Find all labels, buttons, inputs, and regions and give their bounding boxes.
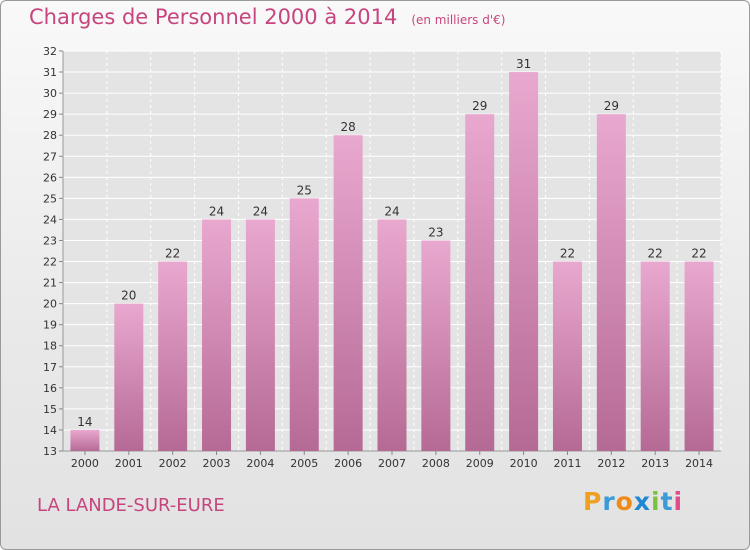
y-tick-label: 30 (43, 87, 57, 100)
bar-value-label: 24 (209, 204, 224, 218)
bar (596, 114, 626, 451)
bar (465, 114, 495, 451)
bar (421, 240, 451, 451)
x-tick-label: 2014 (685, 457, 713, 470)
bar (552, 261, 582, 451)
bar-value-label: 14 (77, 415, 92, 429)
y-tick-label: 31 (43, 66, 57, 79)
x-tick-label: 2000 (71, 457, 99, 470)
bar-value-label: 29 (604, 99, 619, 113)
x-tick-label: 2006 (334, 457, 362, 470)
y-tick-label: 14 (43, 424, 57, 437)
x-tick-label: 2003 (203, 457, 231, 470)
y-tick-label: 13 (43, 445, 57, 458)
x-tick-label: 2001 (115, 457, 143, 470)
bar (684, 261, 714, 451)
x-tick-label: 2007 (378, 457, 406, 470)
y-tick-label: 25 (43, 192, 57, 205)
y-tick-label: 17 (43, 361, 57, 374)
bar (202, 219, 232, 451)
y-tick-label: 27 (43, 150, 57, 163)
bar (158, 261, 188, 451)
x-tick-label: 2012 (597, 457, 625, 470)
bar-value-label: 24 (384, 204, 399, 218)
bar-value-label: 22 (560, 247, 575, 261)
y-tick-label: 29 (43, 108, 57, 121)
bar-value-label: 25 (297, 183, 312, 197)
bar-value-label: 22 (691, 247, 706, 261)
bar (333, 135, 363, 452)
bar (114, 303, 144, 451)
y-tick-label: 18 (43, 340, 57, 353)
y-tick-label: 20 (43, 298, 57, 311)
chart-title: Charges de Personnel 2000 à 2014 (en mill… (29, 5, 505, 29)
bar (245, 219, 275, 451)
bar-value-label: 22 (165, 247, 180, 261)
bar-value-label: 23 (428, 225, 443, 239)
x-tick-label: 2010 (510, 457, 538, 470)
y-tick-label: 32 (43, 45, 57, 58)
y-tick-label: 24 (43, 213, 57, 226)
y-tick-label: 22 (43, 256, 57, 269)
bar (289, 198, 319, 451)
chart-subtitle: (en milliers d'€) (411, 13, 506, 27)
y-tick-label: 19 (43, 319, 57, 332)
y-tick-label: 26 (43, 171, 57, 184)
bar-value-label: 28 (340, 120, 355, 134)
y-tick-label: 23 (43, 234, 57, 247)
proxiti-logo: Proxiti (583, 487, 684, 516)
bar (640, 261, 670, 451)
x-tick-label: 2008 (422, 457, 450, 470)
x-tick-label: 2005 (290, 457, 318, 470)
x-tick-label: 2011 (553, 457, 581, 470)
x-tick-label: 2002 (159, 457, 187, 470)
y-tick-label: 16 (43, 382, 57, 395)
bar (509, 72, 539, 451)
chart-title-text: Charges de Personnel 2000 à 2014 (29, 5, 398, 29)
bar-value-label: 22 (648, 247, 663, 261)
bar (70, 429, 100, 451)
bar-value-label: 31 (516, 57, 531, 71)
bar (377, 219, 407, 451)
x-tick-label: 2004 (246, 457, 274, 470)
x-tick-label: 2013 (641, 457, 669, 470)
y-tick-label: 28 (43, 129, 57, 142)
bar-value-label: 20 (121, 289, 136, 303)
commune-name: LA LANDE-SUR-EURE (37, 495, 225, 516)
x-tick-label: 2009 (466, 457, 494, 470)
bar-value-label: 29 (472, 99, 487, 113)
y-tick-label: 21 (43, 277, 57, 290)
y-tick-label: 15 (43, 403, 57, 416)
bar-value-label: 24 (253, 204, 268, 218)
